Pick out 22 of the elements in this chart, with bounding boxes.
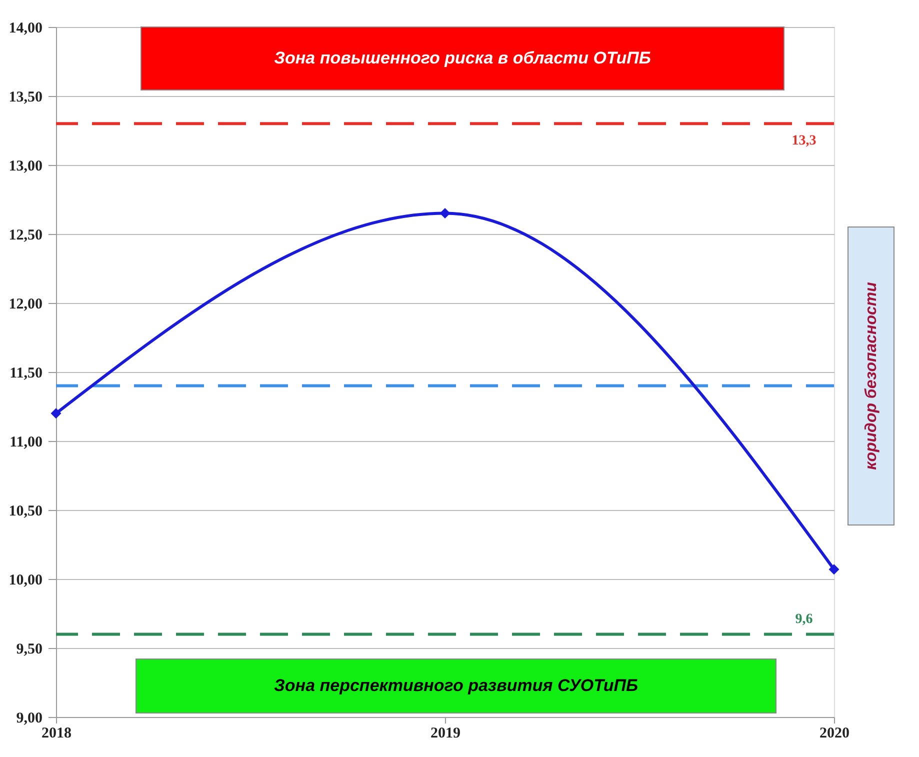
y-tick-label: 11,00 xyxy=(10,434,42,450)
y-tick-label: 13,50 xyxy=(8,90,42,106)
text: коридор безопасности xyxy=(863,282,880,470)
point xyxy=(828,564,840,575)
point xyxy=(440,208,450,219)
x-tick-label: 2020 xyxy=(820,726,850,742)
y-tick-label: 14,00 xyxy=(8,20,42,36)
y-tick-label: 10,50 xyxy=(8,504,42,520)
y-tick-label: 11,50 xyxy=(10,366,42,382)
y-tick-label: 12,00 xyxy=(8,296,42,312)
y-tick-label: 9,50 xyxy=(16,642,42,658)
ref-line-label: 13,3 xyxy=(792,134,816,149)
annotation: Зона повышенного риска в области ОТиПБ xyxy=(274,48,651,68)
annotation: Зона перспективного развития СУОТиПБ xyxy=(274,676,638,695)
point xyxy=(50,408,62,419)
y-tick-label: 9,00 xyxy=(16,710,42,726)
x-tick-label: 2018 xyxy=(42,726,72,742)
y-tick-label: 12,50 xyxy=(8,228,42,244)
x-tick-label: 2019 xyxy=(430,726,460,742)
ref-line-label: 9,6 xyxy=(795,612,813,628)
y-tick-label: 10,00 xyxy=(8,572,42,588)
y-tick-label: 13,00 xyxy=(8,158,42,174)
